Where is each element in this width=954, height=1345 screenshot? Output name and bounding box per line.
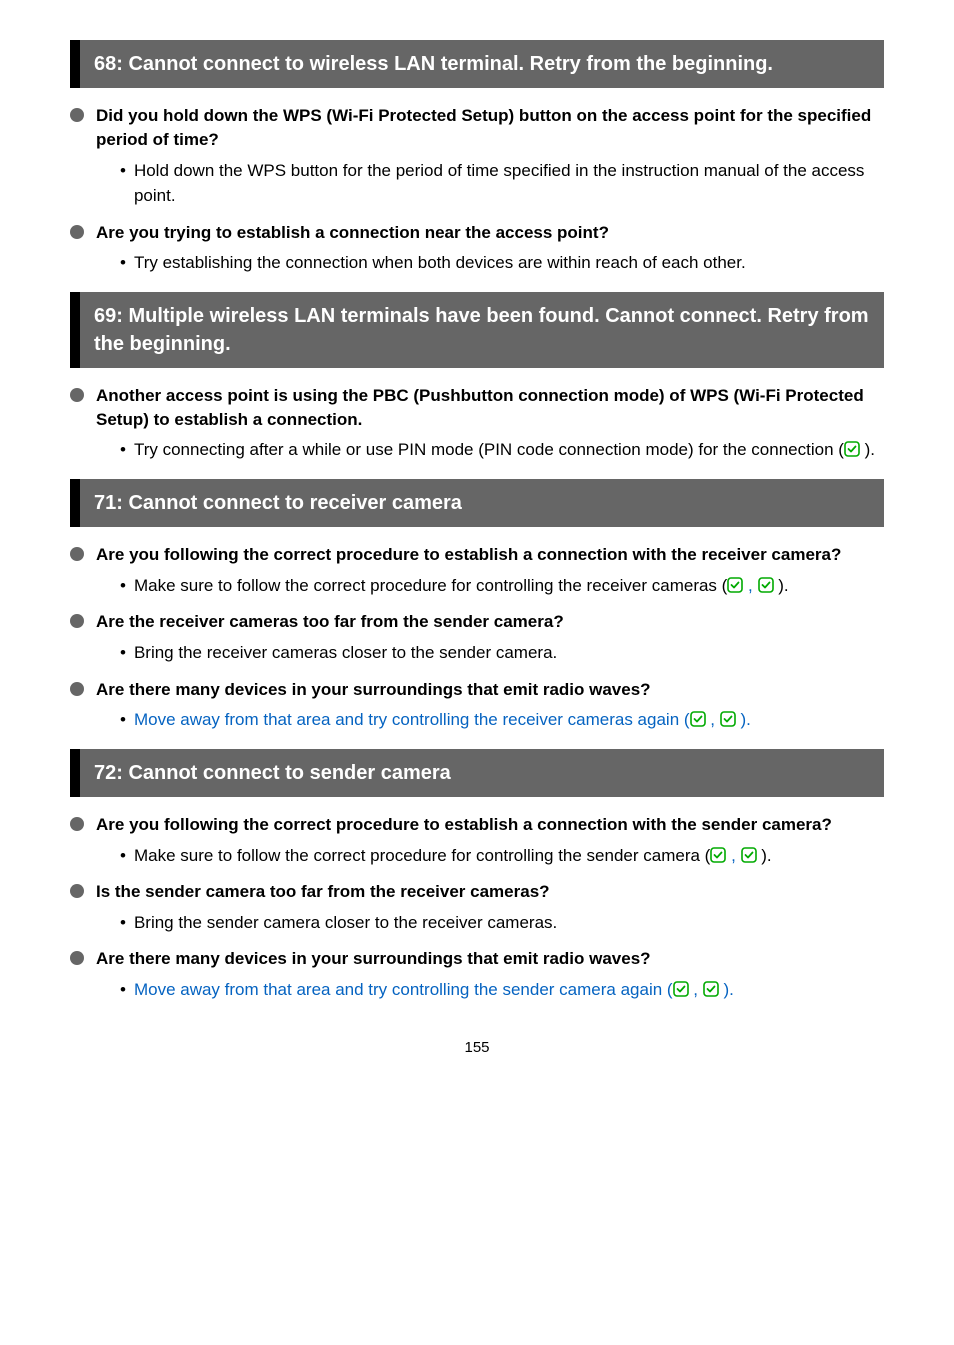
bullet-icon [70,817,84,831]
body-text: Hold down the WPS button for the period … [134,161,864,206]
reference-link-icon[interactable] [703,980,719,999]
answer-item: • Try establishing the connection when bo… [120,250,884,276]
answer-text: Hold down the WPS button for the period … [134,158,884,209]
answer-text: Try establishing the connection when bot… [134,250,746,276]
answer-text: Bring the sender camera closer to the re… [134,910,557,936]
sub-bullet-dot: • [120,158,126,209]
link-text[interactable]: , [706,710,720,729]
page-number: 155 [70,1039,884,1056]
question-item: Is the sender camera too far from the re… [70,880,884,904]
question-item: Are there many devices in your surroundi… [70,947,884,971]
bullet-icon [70,884,84,898]
body-text: ). [757,846,772,865]
question-text: Are you trying to establish a connection… [96,221,609,245]
body-text: ). [860,440,875,459]
section-header: 68: Cannot connect to wireless LAN termi… [70,40,884,88]
sub-bullet-dot: • [120,573,126,599]
question-text: Are you following the correct procedure … [96,543,841,567]
bullet-icon [70,951,84,965]
question-text: Are there many devices in your surroundi… [96,947,651,971]
bullet-icon [70,388,84,402]
question-text: Is the sender camera too far from the re… [96,880,550,904]
question-item: Are there many devices in your surroundi… [70,678,884,702]
section-header: 72: Cannot connect to sender camera [70,749,884,797]
link-text[interactable]: Move away from that area and try control… [134,980,673,999]
document-page: 68: Cannot connect to wireless LAN termi… [70,40,884,1003]
sub-bullet-dot: • [120,250,126,276]
question-item: Are the receiver cameras too far from th… [70,610,884,634]
answer-item: • Try connecting after a while or use PIN… [120,437,884,463]
sub-bullet-dot: • [120,977,126,1003]
reference-link-icon[interactable] [720,710,736,729]
reference-link-icon[interactable] [758,576,774,595]
link-text[interactable]: ). [719,980,734,999]
answer-item: • Move away from that area and try contro… [120,977,884,1003]
answer-text: Move away from that area and try control… [134,977,734,1003]
reference-link-icon[interactable] [673,980,689,999]
answer-text: Try connecting after a while or use PIN … [134,437,875,463]
bullet-icon [70,547,84,561]
link-text[interactable]: , [726,846,740,865]
section-header: 71: Cannot connect to receiver camera [70,479,884,527]
answer-item: • Make sure to follow the correct procedu… [120,843,884,869]
question-item: Did you hold down the WPS (Wi-Fi Protect… [70,104,884,152]
bullet-icon [70,682,84,696]
sub-bullet-dot: • [120,707,126,733]
sub-bullet-dot: • [120,910,126,936]
question-item: Another access point is using the PBC (P… [70,384,884,432]
body-text: ). [774,576,789,595]
body-text: Bring the receiver cameras closer to the… [134,643,557,662]
question-item: Are you following the correct procedure … [70,543,884,567]
answer-text: Make sure to follow the correct procedur… [134,843,772,869]
answer-item: • Make sure to follow the correct procedu… [120,573,884,599]
question-text: Are the receiver cameras too far from th… [96,610,564,634]
question-text: Are you following the correct procedure … [96,813,832,837]
reference-link-icon[interactable] [710,846,726,865]
bullet-icon [70,614,84,628]
body-text: Make sure to follow the correct procedur… [134,846,710,865]
sub-bullet-dot: • [120,843,126,869]
question-text: Did you hold down the WPS (Wi-Fi Protect… [96,104,884,152]
reference-link-icon[interactable] [690,710,706,729]
body-text: Try establishing the connection when bot… [134,253,746,272]
answer-item: •Hold down the WPS button for the period… [120,158,884,209]
bullet-icon [70,108,84,122]
sub-bullet-dot: • [120,437,126,463]
link-text[interactable]: Move away from that area and try control… [134,710,690,729]
body-text: Try connecting after a while or use PIN … [134,440,844,459]
sub-bullet-dot: • [120,640,126,666]
link-text[interactable]: , [743,576,757,595]
question-text: Another access point is using the PBC (P… [96,384,884,432]
answer-item: • Bring the receiver cameras closer to th… [120,640,884,666]
reference-link-icon[interactable] [844,440,860,459]
section-header: 69: Multiple wireless LAN terminals have… [70,292,884,368]
reference-link-icon[interactable] [727,576,743,595]
answer-text: Make sure to follow the correct procedur… [134,573,789,599]
question-item: Are you trying to establish a connection… [70,221,884,245]
link-text[interactable]: ). [736,710,751,729]
question-text: Are there many devices in your surroundi… [96,678,651,702]
link-text[interactable]: , [689,980,703,999]
body-text: Make sure to follow the correct procedur… [134,576,727,595]
bullet-icon [70,225,84,239]
answer-text: Bring the receiver cameras closer to the… [134,640,557,666]
answer-item: • Bring the sender camera closer to the r… [120,910,884,936]
answer-item: • Move away from that area and try contro… [120,707,884,733]
answer-text: Move away from that area and try control… [134,707,751,733]
body-text: Bring the sender camera closer to the re… [134,913,557,932]
reference-link-icon[interactable] [741,846,757,865]
question-item: Are you following the correct procedure … [70,813,884,837]
